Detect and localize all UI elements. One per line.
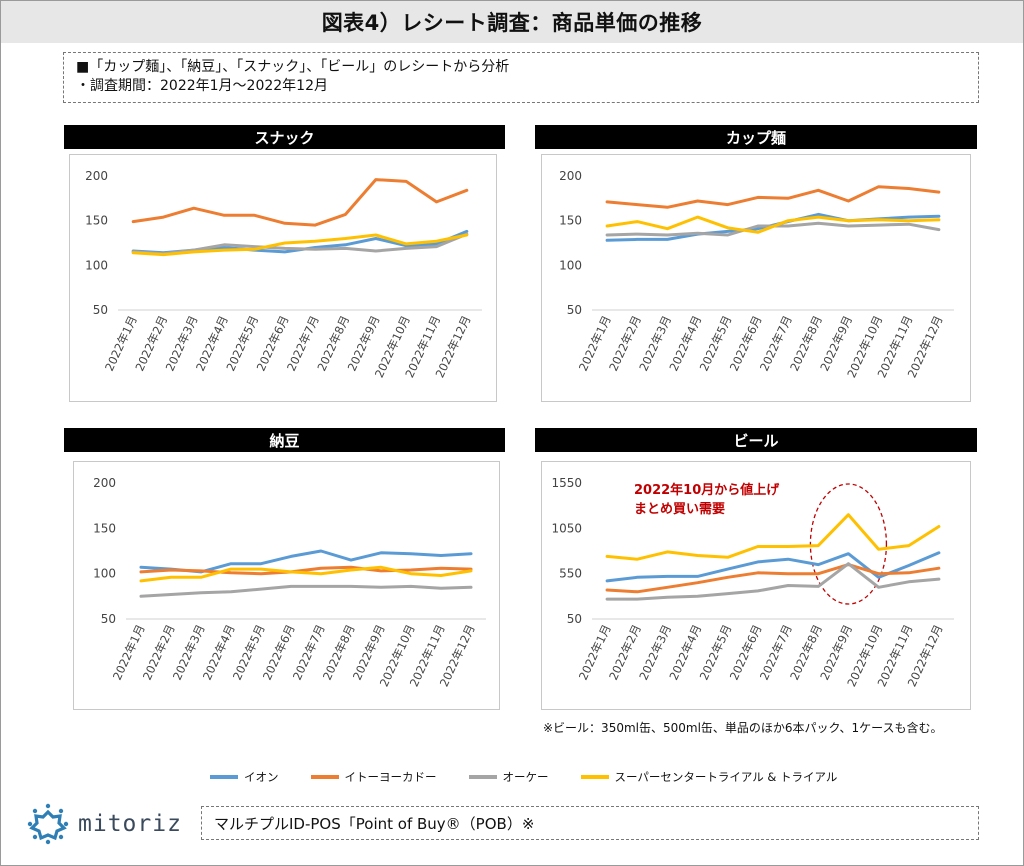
chart-svg: 501001502002022年1月2022年2月2022年3月2022年4月2…	[93, 476, 486, 689]
series-line-2	[605, 562, 941, 601]
legend-swatch	[210, 775, 238, 779]
y-tick-label: 50	[567, 612, 582, 626]
highlight-ellipse	[809, 483, 888, 605]
y-tick-label: 100	[559, 258, 582, 272]
legend-item-trial: スーパーセンタートライアル & トライアル	[580, 769, 838, 785]
chart-svg: 501001502002022年1月2022年2月2022年3月2022年4月2…	[559, 169, 954, 380]
chart-legend: イオン イトーヨーカドー オーケー スーパーセンタートライアル & トライアル	[210, 766, 869, 788]
chart-title-natto: 納豆	[64, 428, 505, 452]
legend-label: スーパーセンタートライアル & トライアル	[614, 770, 838, 784]
legend-swatch	[468, 775, 497, 779]
y-tick-label: 50	[93, 303, 108, 317]
series-line-3	[131, 233, 469, 257]
series-line-1	[131, 178, 469, 227]
y-tick-label: 150	[85, 214, 108, 228]
source-box: マルチプルID-POS「Point of Buy®（POB）※	[201, 806, 979, 840]
y-tick-label: 1550	[551, 476, 582, 490]
chart-svg: 50550105015502022年1月2022年2月2022年3月2022年4…	[551, 476, 954, 689]
note-line-2: ・調査期間：2022年1月〜2022年12月	[76, 78, 328, 94]
chart-cup-noodle: 50 100 150 200 2022年1月 2022年2月 2022年3月 2022年4月 2…	[541, 154, 971, 402]
analysis-note-box: ■「カップ麺」、「納豆」、「スナック」、「ビール」のレシートから分析 ・調査期間…	[63, 52, 979, 103]
legend-label: イトーヨーカドー	[344, 770, 437, 784]
legend-item-itoyokado: イトーヨーカドー	[310, 769, 437, 785]
y-tick-label: 150	[559, 214, 582, 228]
annotation-text: 2022年10月から値上げ	[634, 482, 780, 498]
y-tick-label: 1050	[551, 521, 582, 535]
legend-swatch	[310, 775, 339, 779]
legend-label: イオン	[244, 770, 279, 784]
y-tick-label: 100	[85, 258, 108, 272]
source-text: マルチプルID-POS「Point of Buy®（POB）※	[214, 814, 535, 833]
chart-title-snack: スナック	[64, 125, 505, 149]
note-line-1: ■「カップ麺」、「納豆」、「スナック」、「ビール」のレシートから分析	[76, 59, 510, 75]
series-line-3	[605, 215, 941, 234]
legend-label: オーケー	[502, 770, 549, 784]
y-tick-label: 50	[567, 303, 582, 317]
series-line-0	[605, 551, 941, 583]
beer-footnote: ※ビール：350ml缶、500ml缶、単品のほか6本パック、1ケースも含む。	[543, 721, 943, 735]
chart-title-text: カップ麺	[725, 128, 786, 147]
y-tick-label: 200	[85, 169, 108, 183]
series-line-1	[605, 185, 941, 209]
legend-swatch	[580, 775, 609, 779]
logo-wordmark: mitoriz	[78, 811, 182, 837]
y-tick-label: 200	[93, 476, 116, 490]
y-tick-label: 550	[559, 567, 582, 581]
y-tick-label: 50	[101, 612, 116, 626]
mitoriz-logo: mitoriz	[26, 800, 196, 848]
chart-snack: 50 100 150 200 2022年1月 2022年2月 2022年3月 2022年4月 2…	[69, 154, 497, 402]
chart-title-text: 納豆	[269, 431, 300, 450]
series-line-2	[131, 232, 469, 256]
y-tick-label: 200	[559, 169, 582, 183]
page-title: 図表4）レシート調査：商品単価の推移	[321, 11, 703, 35]
series-line-1	[605, 563, 941, 594]
chart-svg: 501001502002022年1月2022年2月2022年3月2022年4月2…	[85, 169, 482, 380]
series-line-3	[139, 565, 473, 583]
chart-title-cup-noodle: カップ麺	[535, 125, 977, 149]
chart-title-text: スナック	[254, 128, 315, 147]
y-tick-label: 100	[93, 567, 116, 581]
title-bar: 図表4）レシート調査：商品単価の推移	[1, 1, 1023, 43]
chart-natto: 50 100 150 200 2022年1月 2022年2月 2022年3月 2022年4月 2…	[73, 461, 500, 710]
legend-item-aeon: イオン	[210, 769, 279, 785]
chart-beer: 50 550 1050 1550 2022年1月 2022年2月 2022年3月 2022年4…	[541, 461, 971, 710]
legend-item-okay: オーケー	[468, 769, 549, 785]
chart-title-beer: ビール	[535, 428, 977, 452]
annotation-text: まとめ買い需要	[634, 502, 725, 517]
series-line-2	[139, 584, 473, 598]
mitoriz-logo-icon	[27, 803, 69, 845]
series-line-1	[139, 565, 473, 576]
y-tick-label: 150	[93, 521, 116, 535]
series-line-3	[605, 513, 941, 561]
chart-title-text: ビール	[733, 431, 779, 450]
